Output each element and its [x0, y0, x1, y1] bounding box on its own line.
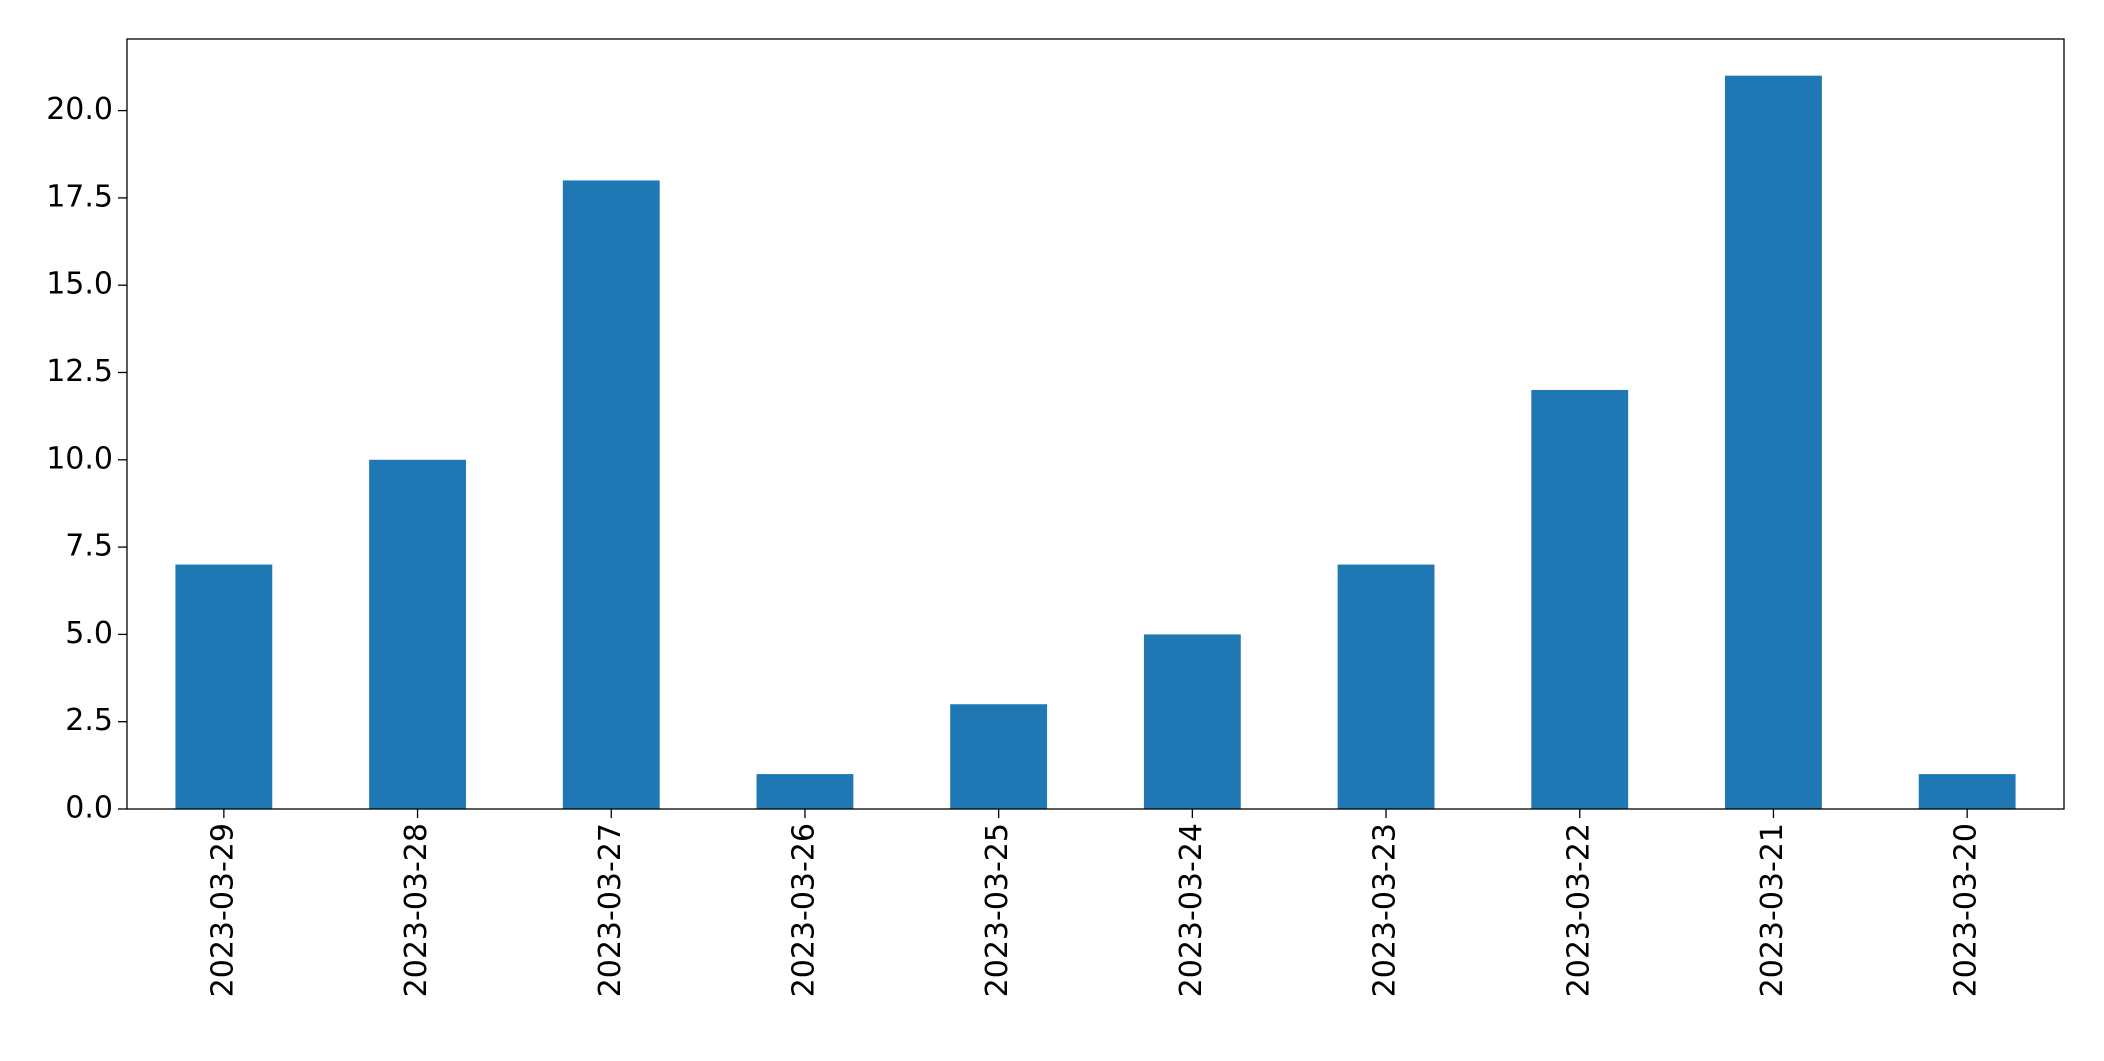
x-tick-label: 2023-03-20: [1949, 823, 1984, 997]
x-tick-label: 2023-03-25: [980, 823, 1015, 997]
y-tick-label: 20.0: [46, 92, 113, 127]
y-tick-label: 0.0: [65, 791, 113, 826]
bar: [1918, 774, 2016, 809]
y-tick-label: 7.5: [65, 529, 113, 564]
y-tick-label: 10.0: [46, 441, 113, 476]
bar: [1143, 634, 1241, 809]
bar: [1725, 75, 1822, 809]
bar: [1531, 389, 1629, 809]
y-tick-label: 17.5: [46, 179, 113, 214]
x-tick-label: 2023-03-21: [1755, 823, 1790, 997]
x-tick-label: 2023-03-22: [1561, 823, 1596, 997]
y-tick-label: 5.0: [65, 616, 113, 651]
x-tick-label: 2023-03-28: [399, 823, 434, 997]
x-tick-label: 2023-03-29: [205, 823, 240, 997]
x-tick-label: 2023-03-24: [1174, 823, 1209, 997]
y-tick-label: 12.5: [46, 354, 113, 389]
plot-frame: [126, 38, 2065, 810]
y-tick-label: 15.0: [46, 267, 113, 302]
bar: [562, 180, 660, 809]
bar: [950, 704, 1048, 809]
bar: [175, 564, 273, 809]
bar: [1337, 564, 1435, 809]
x-tick-label: 2023-03-27: [593, 823, 628, 997]
bar: [369, 459, 466, 809]
x-tick-label: 2023-03-23: [1368, 823, 1403, 997]
y-tick-label: 2.5: [65, 703, 113, 738]
x-tick-label: 2023-03-26: [786, 823, 821, 997]
bar: [756, 774, 854, 809]
